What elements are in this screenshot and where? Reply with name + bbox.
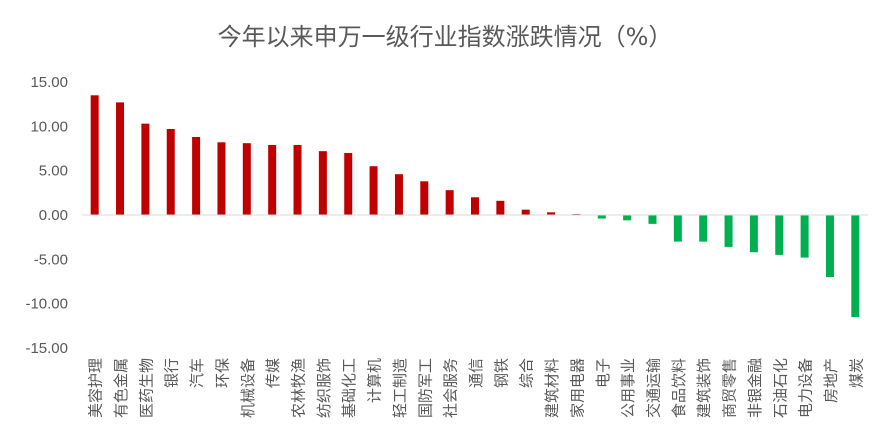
bar-非银金融: [749, 215, 758, 253]
x-tick-label: 煤炭: [847, 358, 865, 388]
bar-美容护理: [90, 95, 99, 215]
x-tick-label: 汽车: [188, 358, 206, 388]
x-tick-label: 建筑材料: [543, 358, 561, 418]
bar-机械设备: [242, 143, 251, 215]
bar-农林牧渔: [293, 144, 302, 215]
y-tick-label: 5.00: [39, 163, 68, 180]
x-tick-label: 建筑装饰: [695, 358, 713, 418]
bar-医药生物: [141, 123, 150, 215]
bars: [90, 95, 860, 317]
x-tick-label: 家用电器: [568, 358, 586, 418]
x-tick-label: 美容护理: [87, 358, 105, 418]
bar-交通运输: [648, 215, 657, 224]
bar-有色金属: [116, 102, 125, 215]
bar-计算机: [369, 166, 378, 215]
bar-通信: [471, 197, 479, 215]
bar-银行: [166, 128, 175, 215]
x-tick-label: 基础化工: [340, 358, 358, 418]
x-tick-label: 纺织服饰: [315, 358, 333, 418]
bar-公用事业: [623, 215, 632, 221]
x-tick-label: 国防军工: [416, 358, 434, 418]
x-tick-label: 房地产: [822, 358, 840, 403]
bar-基础化工: [344, 152, 353, 215]
bar-煤炭: [851, 215, 860, 317]
x-tick-label: 银行: [163, 358, 181, 388]
bar-钢铁: [496, 200, 505, 215]
x-tick-label: 公用事业: [619, 358, 637, 418]
x-tick-label: 计算机: [366, 358, 384, 403]
x-tick-label: 环保: [213, 358, 231, 388]
x-tick-label: 石油石化: [771, 358, 789, 418]
x-tick-label: 农林牧渔: [290, 358, 308, 418]
bar-纺织服饰: [318, 151, 327, 215]
chart-title: 今年以来申万一级行业指数涨跌情况（%）: [218, 23, 673, 51]
x-tick-label: 轻工制造: [391, 358, 409, 418]
x-tick-label: 传媒: [264, 358, 282, 388]
x-axis: 美容护理 有色金属 医药生物 银行 汽车 环保 机械设备 传媒 农林牧渔 纺织服饰 基础化工 计算机轻…: [87, 358, 866, 418]
x-tick-label: 电力设备: [797, 358, 815, 418]
bar-电力设备: [800, 215, 809, 258]
x-tick-label: 通信: [467, 358, 485, 388]
bar-石油石化: [775, 215, 784, 255]
x-tick-label: 食品饮料: [670, 358, 688, 418]
y-tick-label: -5.00: [34, 251, 68, 268]
bar-轻工制造: [394, 174, 403, 215]
y-tick-label: -15.00: [25, 340, 68, 357]
bar-建筑材料: [547, 212, 556, 215]
bar-商贸零售: [724, 215, 733, 247]
x-tick-label: 交通运输: [644, 358, 662, 418]
x-tick-label: 医药生物: [137, 358, 155, 418]
x-tick-label: 电子: [594, 358, 612, 388]
y-tick-label: 0.00: [39, 207, 68, 224]
bar-社会服务: [445, 190, 454, 215]
x-tick-label: 综合: [518, 358, 536, 388]
bar-综合: [521, 209, 530, 215]
x-tick-label: 机械设备: [239, 358, 257, 418]
bar-环保: [217, 142, 226, 215]
bar-国防军工: [420, 181, 429, 215]
y-tick-label: -10.00: [25, 296, 68, 313]
bar-汽车: [192, 136, 201, 215]
x-tick-label: 商贸零售: [721, 358, 739, 418]
y-tick-label: 10.00: [30, 118, 68, 135]
bar-传媒: [268, 144, 277, 215]
y-axis: 15.00 10.00 5.00 0.00 -5.00 -10.00 -15.00: [25, 74, 68, 357]
bar-房地产: [825, 215, 834, 278]
x-tick-label: 钢铁: [492, 358, 510, 388]
y-tick-label: 15.00: [30, 74, 68, 91]
x-tick-label: 有色金属: [112, 358, 130, 418]
bar-建筑装饰: [699, 215, 708, 242]
x-tick-label: 非银金融: [746, 358, 764, 418]
bar-食品饮料: [673, 215, 682, 242]
bar-电子: [597, 215, 606, 219]
x-tick-label: 社会服务: [442, 358, 460, 418]
